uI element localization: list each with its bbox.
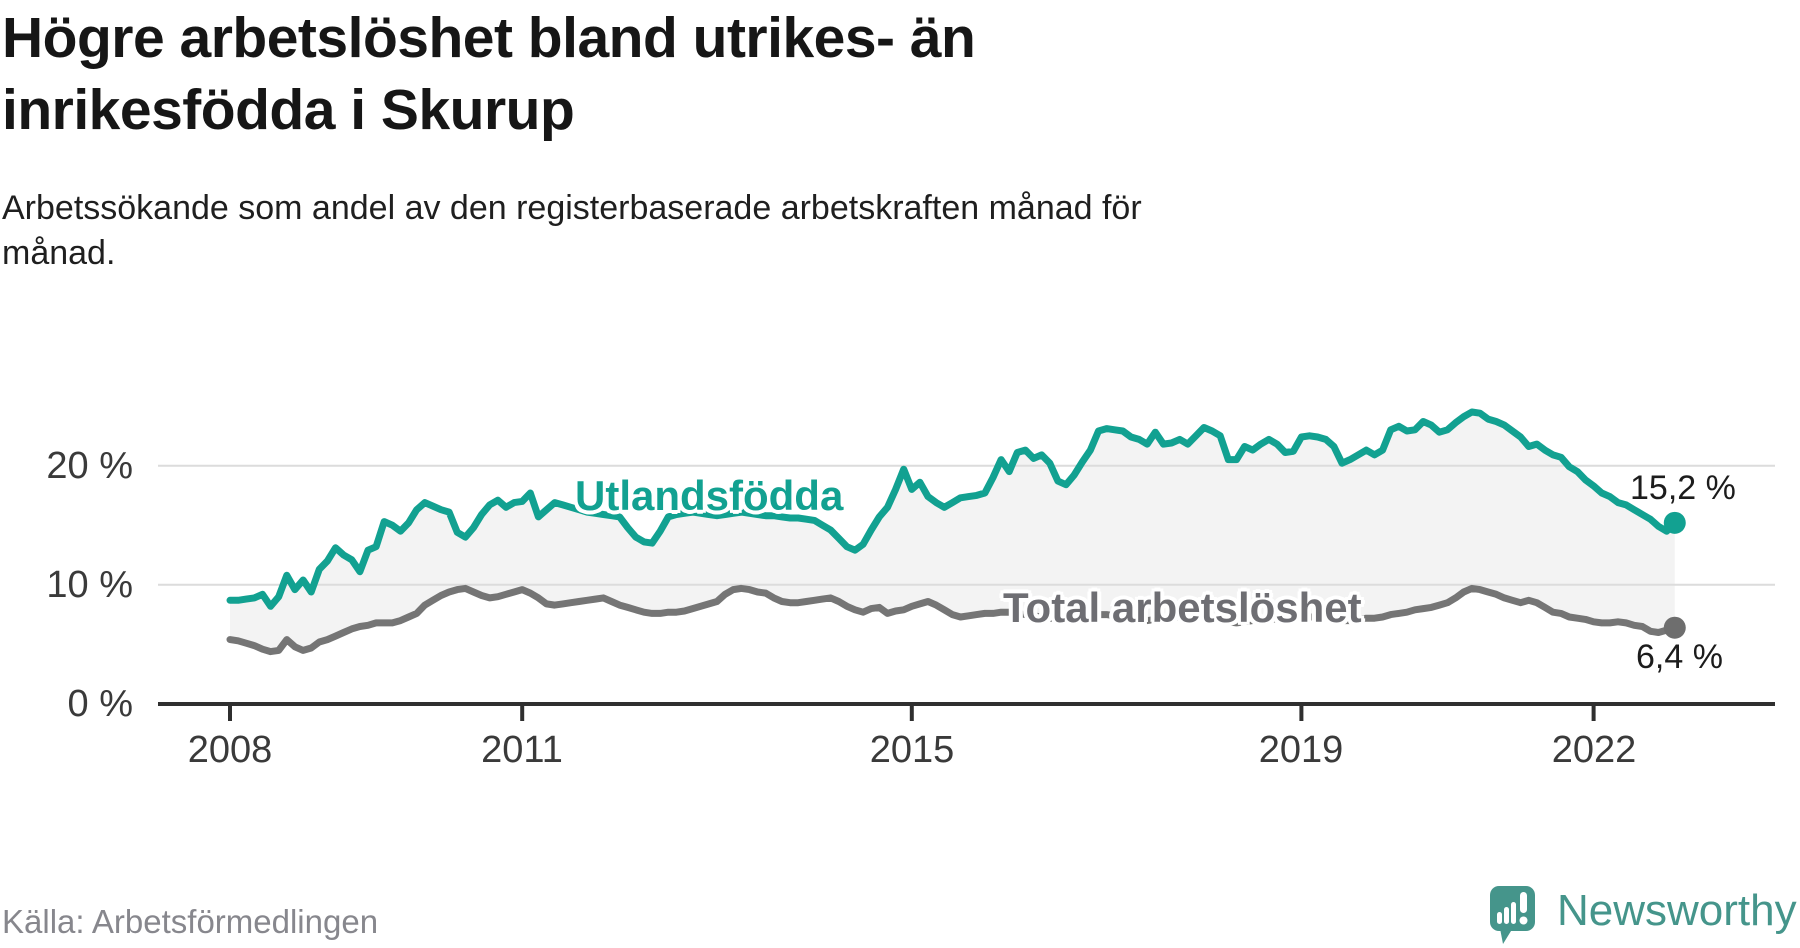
utlandsfodda-end-dot (1663, 511, 1686, 534)
subtitle-line-1: Arbetssökande som andel av den registerb… (2, 189, 1142, 227)
series-label-utlandsfodda: Utlandsfödda (575, 472, 844, 519)
series-label-total-arbetsloshet: Total arbetslöshet (1003, 584, 1362, 631)
x-tick-label-2008: 2008 (187, 729, 273, 771)
end-value-total: 6,4 % (1636, 638, 1723, 676)
x-tick-label-2019: 2019 (1258, 729, 1344, 771)
page-title: Högre arbetslöshet bland utrikes- än inr… (2, 2, 976, 146)
y-tick-label-10: 10 % (46, 564, 133, 606)
newsworthy-logo-text[interactable]: Newsworthy (1557, 886, 1797, 935)
subtitle-line-2: månad. (2, 234, 116, 272)
x-tick-label-2011: 2011 (481, 729, 563, 771)
x-axis-ticks (228, 704, 1596, 721)
chart-subtitle: Arbetssökande som andel av den registerb… (2, 186, 1142, 276)
y-tick-label-0: 0 % (67, 683, 133, 725)
total-end-dot (1663, 616, 1686, 639)
title-line-2: inrikesfödda i Skurup (2, 78, 575, 142)
end-value-utlandsfodda: 15,2 % (1630, 469, 1736, 507)
y-tick-label-20: 20 % (46, 445, 133, 487)
title-line-1: Högre arbetslöshet bland utrikes- än (2, 6, 976, 70)
x-axis (158, 702, 1775, 721)
x-tick-label-2022: 2022 (1551, 729, 1637, 771)
total-arbetsloshet-line (226, 584, 1679, 656)
fill-between-area (230, 412, 1675, 652)
x-tick-label-2015: 2015 (869, 729, 955, 771)
newsworthy-logo-icon[interactable] (1489, 885, 1541, 947)
gridlines (158, 464, 1775, 586)
utlandsfodda-line (226, 408, 1679, 610)
source-note: Källa: Arbetsförmedlingen (2, 903, 379, 940)
